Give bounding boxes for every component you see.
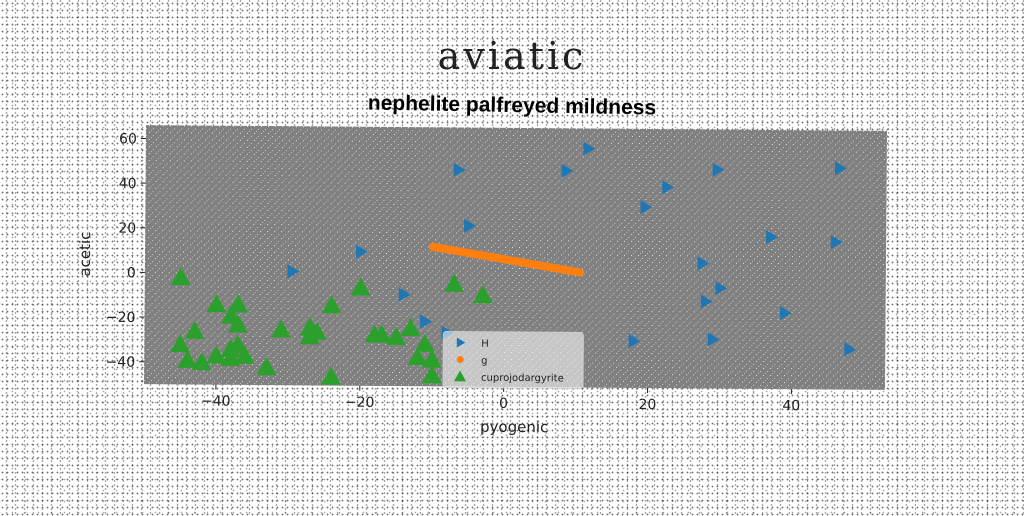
legend-label: H <box>481 339 489 350</box>
y-tick-label: −20 <box>106 310 136 326</box>
x-tick-label: 40 <box>782 398 800 414</box>
y-tick-label: 20 <box>118 221 136 237</box>
x-axis-label: pyogenic <box>480 418 548 437</box>
legend-marker-g <box>457 356 464 363</box>
y-tick-label: 60 <box>119 131 137 147</box>
y-axis-ticks: −40 −20 0 20 40 60 <box>106 131 146 371</box>
legend: Hg cuprojodargyrite <box>443 331 583 388</box>
legend-label: cuprojodargyrite <box>481 373 564 385</box>
legend-label: g <box>481 356 487 367</box>
y-tick-label: 0 <box>127 265 136 281</box>
x-tick-label: −40 <box>201 394 231 410</box>
x-tick-label: −20 <box>345 395 375 411</box>
y-axis-label: acetic <box>76 232 94 277</box>
x-tick-label: 20 <box>638 397 656 413</box>
y-tick-label: −40 <box>106 354 136 370</box>
x-tick-label: 0 <box>499 396 508 412</box>
y-tick-label: 40 <box>119 176 137 192</box>
x-axis-ticks: −40 −20 0 20 40 <box>201 385 800 415</box>
